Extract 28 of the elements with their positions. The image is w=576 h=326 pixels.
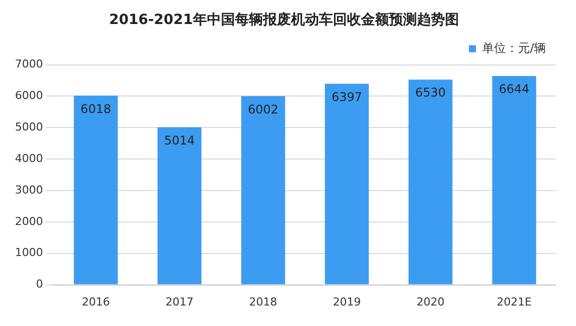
y-tick-label: 7000: [14, 58, 43, 71]
x-tick-label: 2018: [249, 295, 278, 308]
y-tick-label: 2000: [14, 214, 43, 228]
bar: [241, 96, 286, 284]
bar: [74, 96, 118, 284]
x-tick-label: 2020: [416, 295, 444, 308]
x-tick-label: 2016: [82, 295, 110, 308]
data-label: 6530: [415, 86, 446, 100]
bar: [408, 80, 452, 284]
x-tick-label: 2017: [165, 295, 194, 308]
bar: [158, 127, 202, 284]
data-label: 6002: [248, 102, 278, 116]
y-tick-label: 0: [36, 278, 43, 291]
bar: [324, 84, 369, 284]
legend-label: 单位：元/辆: [482, 40, 546, 55]
data-label: 6397: [332, 90, 362, 104]
y-tick-label: 1000: [14, 246, 43, 260]
y-tick-label: 5000: [14, 120, 43, 134]
x-tick-label: 2021E: [496, 295, 532, 308]
y-tick-label: 6000: [14, 89, 43, 102]
x-tick-label: 2019: [332, 295, 361, 308]
y-tick-label: 3000: [14, 183, 43, 196]
data-label: 6644: [498, 82, 530, 96]
y-tick-label: 4000: [14, 152, 43, 165]
bar: [492, 76, 536, 284]
chart-title: 2016-2021年中国每辆报废机动车回收金额预测趋势图: [109, 11, 459, 28]
data-label: 6018: [80, 102, 112, 116]
data-label: 5014: [164, 133, 195, 148]
